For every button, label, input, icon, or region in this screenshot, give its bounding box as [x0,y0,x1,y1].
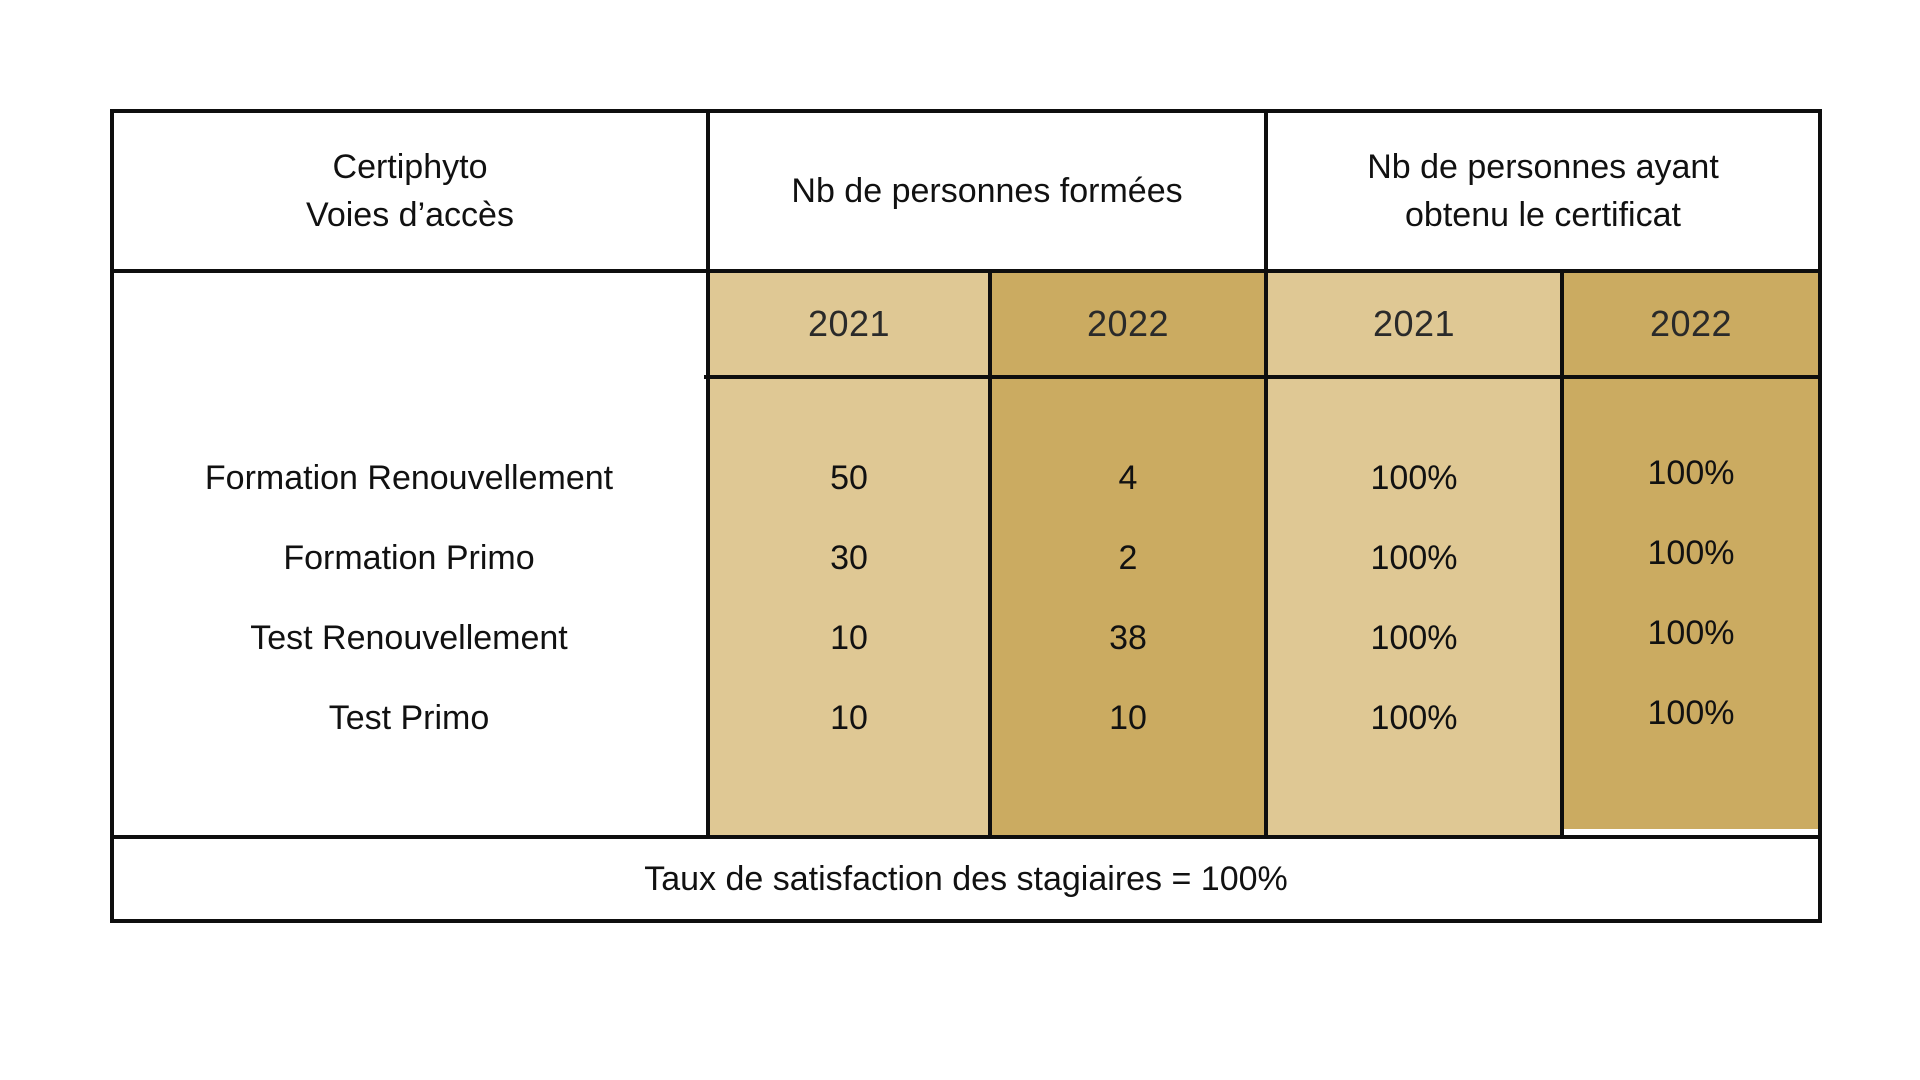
col-formees-2021-bg [710,273,988,835]
divider-years [704,375,1818,379]
row-label-formation-primo: Formation Primo [283,539,535,577]
year-formees-2021: 2021 [710,273,988,375]
value-certif-2022: 100% [1647,614,1735,652]
header-personnes-certifiees: Nb de personnes ayant obtenu le certific… [1268,113,1818,269]
header-personnes-formees-text: Nb de personnes formées [791,172,1183,210]
divider-col-labels [706,113,710,839]
divider-body-footer [114,835,1818,839]
col-certif-2021-bg [1268,273,1560,835]
value-certif-2021: 100% [1370,539,1458,577]
value-formees-2021: 30 [830,539,868,577]
value-formees-2022: 4 [1118,459,1138,497]
value-formees-2021: 10 [830,619,868,657]
row-label-test-primo: Test Primo [328,699,490,737]
header-personnes-certifiees-text: Nb de personnes ayant obtenu le certific… [1367,148,1719,234]
header-voies-acces-text: Certiphyto Voies d’accès [306,148,514,234]
value-formees-2022: 2 [1118,539,1138,577]
value-formees-2021: 50 [830,459,868,497]
value-certif-2022: 100% [1647,454,1735,492]
value-certif-2021: 100% [1370,619,1458,657]
year-formees-2022: 2022 [992,273,1264,375]
value-certif-2021: 100% [1370,459,1458,497]
year-formees-2022-text: 2022 [1086,303,1170,344]
divider-col-groups [1264,113,1268,839]
year-formees-2021-text: 2021 [807,303,891,344]
col-certif-2022-bg [1564,273,1818,829]
certiphyto-table: Certiphyto Voies d’accès Nb de personnes… [110,109,1822,923]
header-voies-acces: Certiphyto Voies d’accès [114,113,706,269]
divider-col-certif-years [1560,273,1564,835]
year-certif-2022: 2022 [1564,273,1818,375]
year-certif-2021: 2021 [1268,273,1560,375]
value-certif-2022: 100% [1647,534,1735,572]
value-formees-2022: 38 [1109,619,1147,657]
value-certif-2021: 100% [1370,699,1458,737]
col-formees-2022-bg [992,273,1264,835]
header-personnes-formees: Nb de personnes formées [710,113,1264,269]
value-formees-2022: 10 [1109,699,1147,737]
year-certif-2022-text: 2022 [1649,303,1733,344]
year-certif-2021-text: 2021 [1372,303,1456,344]
divider-header [114,269,1818,273]
value-formees-2021: 10 [830,699,868,737]
row-label-test-renouvellement: Test Renouvellement [250,619,568,657]
footer-satisfaction-text: Taux de satisfaction des stagiaires = 10… [644,859,1288,898]
value-certif-2022: 100% [1647,694,1735,732]
row-label-formation-renouvellement: Formation Renouvellement [204,459,614,497]
divider-col-formees-years [988,273,992,835]
footer-satisfaction: Taux de satisfaction des stagiaires = 10… [114,839,1818,919]
